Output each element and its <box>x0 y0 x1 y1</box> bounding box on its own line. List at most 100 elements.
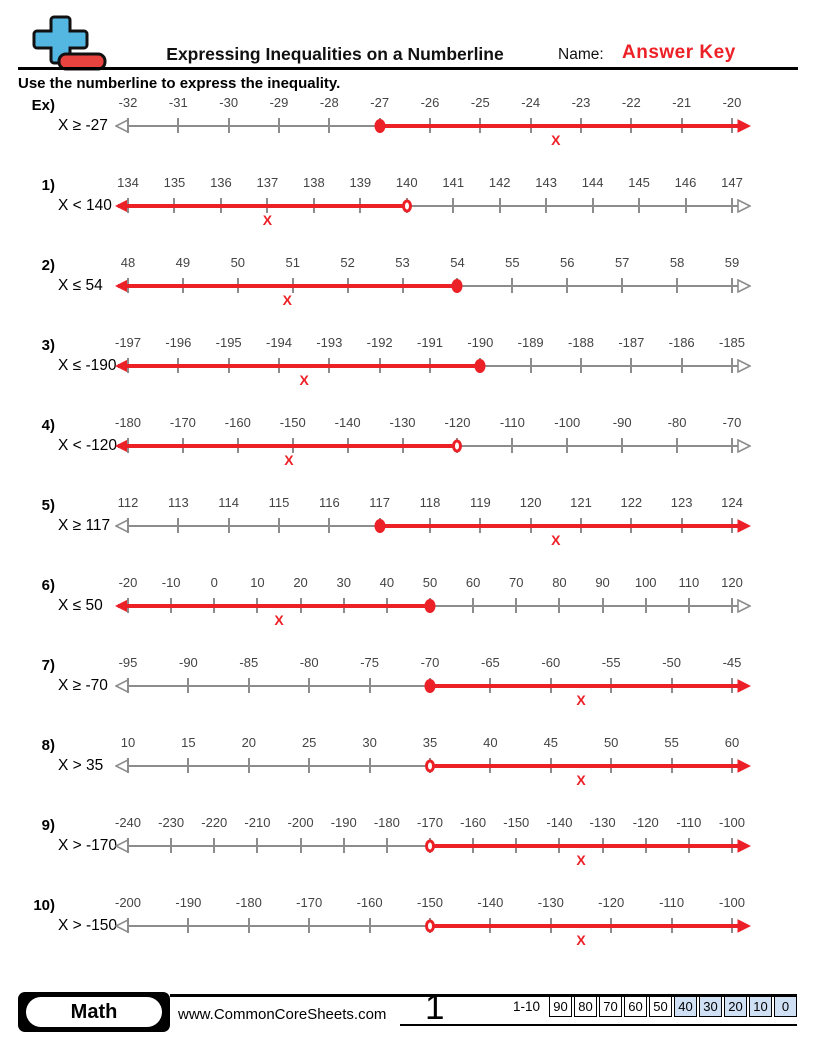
x-solution-mark: X <box>299 372 309 388</box>
tick-label: -100 <box>718 815 746 830</box>
tick-label: -70 <box>722 415 742 430</box>
tick-label: -200 <box>287 815 314 830</box>
tick-label: -100 <box>718 895 746 910</box>
inequality-answer: X > -150 <box>58 917 118 934</box>
tick-label: -193 <box>316 335 343 350</box>
tick-label: -10 <box>161 575 181 590</box>
tick-label: 60 <box>465 575 481 590</box>
numberline: 10 15 20 25 30 35 40 45 50 55 60 X <box>114 730 752 810</box>
numberline: 48 49 50 51 52 53 54 55 56 57 58 59 X <box>114 250 752 330</box>
tick-mark <box>731 358 733 373</box>
tick-label: 115 <box>268 495 290 510</box>
open-circle <box>401 199 412 213</box>
axis-open-arrow-icon <box>737 598 752 614</box>
tick-label: 120 <box>519 495 542 510</box>
tick-mark <box>308 918 311 933</box>
open-circle <box>425 839 435 853</box>
ticks-area: -200 -190 -180 -170 -160 -150 -140 -130 -120 -110… <box>115 890 746 970</box>
tick-mark <box>247 758 250 773</box>
tick-label: -188 <box>567 335 595 350</box>
numberline: -32 -31 -30 -29 -28 -27 -26 -25 -24 -23 -22 -21 -20 X <box>114 90 752 170</box>
tick-label: -192 <box>366 335 393 350</box>
tick-mark <box>621 438 624 453</box>
inequality-answer: X > 35 <box>58 757 104 774</box>
score-cell: 70 <box>599 996 622 1017</box>
tick-mark <box>529 358 532 373</box>
x-solution-mark: X <box>576 772 586 788</box>
tick-mark <box>515 598 518 613</box>
tick-label: -190 <box>175 895 202 910</box>
tick-mark <box>676 278 679 293</box>
tick-label: -55 <box>601 655 621 670</box>
tick-mark <box>638 198 641 213</box>
tick-mark <box>731 278 733 293</box>
tick-label: -32 <box>118 95 138 110</box>
ticks-area: 112 113 114 115 116 117 118 119 120 121 122 123 124 X <box>118 490 746 570</box>
tick-label: 123 <box>670 495 693 510</box>
open-circle <box>452 439 463 453</box>
tick-mark <box>127 838 129 853</box>
numberline: -95 -90 -85 -80 -75 -70 -65 -60 -55 -50 -45 X <box>114 650 752 730</box>
tick-label: -140 <box>334 415 361 430</box>
tick-label: 40 <box>483 735 498 750</box>
closed-circle <box>424 599 436 613</box>
tick-mark <box>127 518 129 533</box>
problem-row: 7) X ≥ -70 -95 -90 -85 -80 -75 -70 -65 -60 -55 -50-… <box>0 650 816 730</box>
tick-mark <box>187 918 190 933</box>
problem-label: 6) <box>41 577 55 594</box>
tick-label: -27 <box>370 95 390 110</box>
inequality-answer: X ≥ -27 <box>58 117 108 134</box>
tick-label: -95 <box>118 655 138 670</box>
answer-key-text: Answer Key <box>622 42 736 63</box>
tick-label: 141 <box>442 175 465 190</box>
tick-mark <box>545 198 548 213</box>
numberline: -197 -196 -195 -194 -193 -192 -191 -190 -189 -188… <box>114 330 752 410</box>
score-cell: 0 <box>774 996 797 1017</box>
tick-label: -170 <box>416 815 444 830</box>
tick-mark <box>680 358 683 373</box>
tick-label: 124 <box>721 495 743 510</box>
closed-circle <box>451 279 463 293</box>
plus-minus-logo-icon <box>32 15 107 71</box>
ticks-area: -20 -10 0 10 20 30 40 50 60 70 80 90 100 110 120 X <box>118 570 743 650</box>
problem-label: 1) <box>41 177 55 194</box>
tick-label: 54 <box>450 255 465 270</box>
tick-label: -220 <box>201 815 228 830</box>
problem-label: 9) <box>41 817 55 834</box>
tick-mark <box>299 838 302 853</box>
tick-mark <box>566 438 569 453</box>
x-solution-mark: X <box>262 212 273 228</box>
closed-circle <box>424 679 436 693</box>
tick-label: -190 <box>467 335 494 350</box>
ticks-area: -95 -90 -85 -80 -75 -70 -65 -60 -55 -50 -45 X <box>119 650 746 730</box>
ticks-area: 134 135 136 137 138 139 140 141 142 143 144 145 146 1… <box>117 170 743 250</box>
tick-label: -60 <box>541 655 561 670</box>
tick-label: 30 <box>362 735 377 750</box>
header-rule <box>18 67 798 70</box>
solution-ray <box>430 844 746 848</box>
tick-label: -140 <box>477 895 504 910</box>
axis-open-arrow-icon <box>737 438 752 454</box>
problem-label: 2) <box>41 257 55 274</box>
problem-label: 5) <box>41 497 55 514</box>
tick-mark <box>630 358 633 373</box>
x-solution-mark: X <box>284 452 294 468</box>
tick-mark <box>452 198 455 213</box>
tick-mark <box>247 918 250 933</box>
inequality-answer: X ≤ -190 <box>58 357 117 374</box>
score-cell: 90 <box>549 996 572 1017</box>
tick-mark <box>368 758 371 773</box>
tick-label: -180 <box>373 815 400 830</box>
tick-mark <box>187 758 190 773</box>
solution-ray <box>118 444 458 448</box>
tick-label: -195 <box>215 335 242 350</box>
tick-mark <box>385 838 388 853</box>
numberline: -200 -190 -180 -170 -160 -150 -140 -130 -120 -110… <box>114 890 752 970</box>
tick-mark <box>368 678 371 693</box>
solution-ray <box>118 364 481 368</box>
tick-mark <box>256 838 259 853</box>
tick-label: -150 <box>503 815 530 830</box>
tick-label: 10 <box>120 735 136 750</box>
tick-mark <box>731 198 733 213</box>
open-circle <box>425 759 435 773</box>
